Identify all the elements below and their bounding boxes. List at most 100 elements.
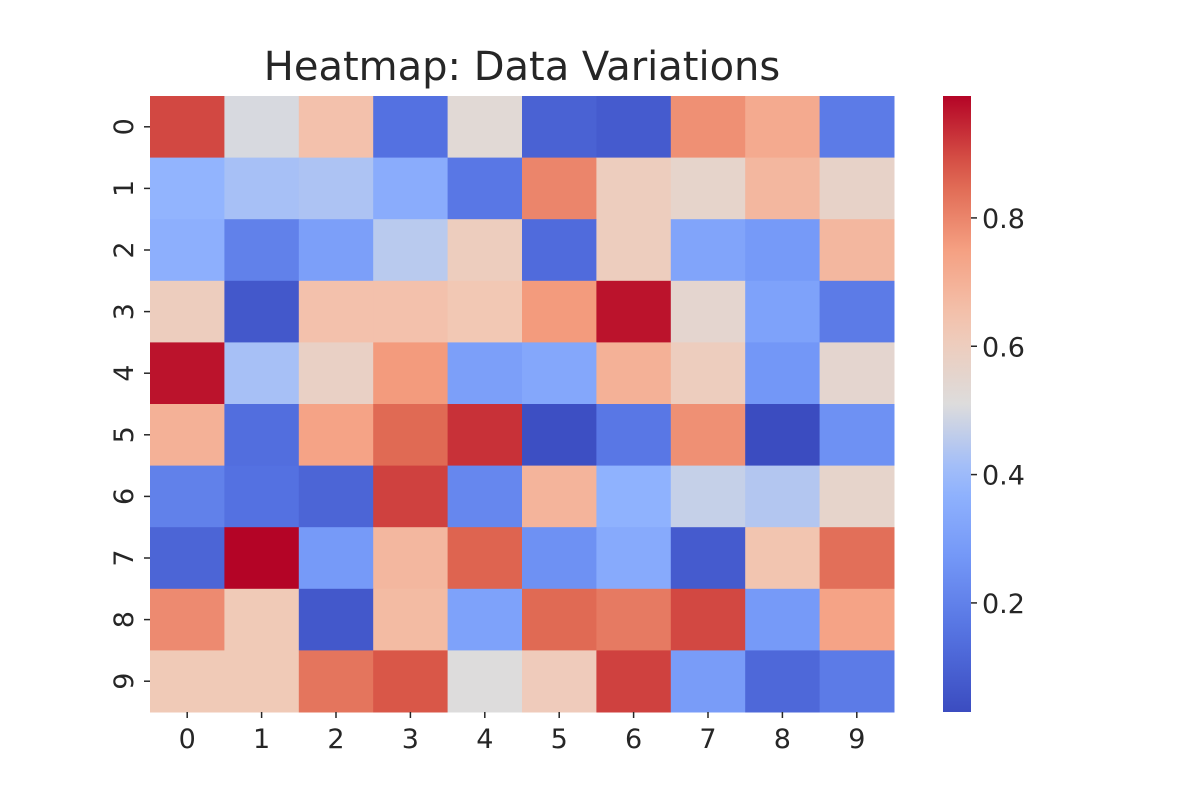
heatmap-cell [522,588,597,651]
heatmap-cell [522,219,597,282]
heatmap-cell [670,527,746,590]
heatmap-cell [670,96,746,159]
colorbar-tick-label: 0.4 [982,461,1025,492]
heatmap-cell [224,280,300,343]
heatmap-cell [298,465,374,528]
heatmap-cell [224,157,300,220]
heatmap-cell [298,527,374,590]
heatmap-cell [373,404,449,467]
x-tick-label: 0 [179,724,196,755]
heatmap-cell [373,157,449,220]
heatmap-cell [224,465,300,528]
heatmap-cell [745,588,821,651]
heatmap-cell [373,527,449,590]
heatmap-cell [670,465,746,528]
heatmap-cell [224,404,300,467]
heatmap-cell [596,96,672,159]
heatmap-cell [745,342,821,405]
x-tick-label: 1 [253,724,270,755]
heatmap-cell [745,157,821,220]
heatmap-cell [522,342,597,405]
heatmap-cell [819,527,895,590]
heatmap-cell [150,219,225,282]
heatmap-cell [298,96,374,159]
heatmap-cell [670,157,746,220]
heatmap-cell [150,527,225,590]
heatmap-cell [670,342,746,405]
heatmap-cell [745,527,821,590]
y-tick-label: 5 [109,426,140,443]
heatmap-cell [819,342,895,405]
heatmap-cell [224,527,300,590]
heatmap-cell [447,219,523,282]
y-tick-label: 6 [109,488,140,505]
heatmap-cell [373,219,449,282]
heatmap-cell [522,527,597,590]
y-tick-label: 4 [109,365,140,382]
heatmap-cell [745,219,821,282]
heatmap-cell [819,219,895,282]
heatmap-cell [819,157,895,220]
x-tick-label: 4 [476,724,493,755]
y-tick-label: 8 [109,611,140,628]
colorbar [943,96,971,712]
heatmap-cell [522,404,597,467]
x-tick-label: 8 [774,724,791,755]
heatmap-cell [150,650,225,713]
y-tick-label: 3 [109,303,140,320]
heatmap-cell [596,650,672,713]
heatmap-cell [522,157,597,220]
heatmap-cell [670,404,746,467]
heatmap-cell [447,96,523,159]
heatmap-cell [596,342,672,405]
x-tick-label: 9 [848,724,865,755]
heatmap-cell [522,650,597,713]
colorbar-tick-label: 0.8 [982,204,1025,235]
colorbar-tick-label: 0.6 [982,332,1025,363]
heatmap-cell [298,157,374,220]
heatmap-cell [596,465,672,528]
heatmap-cell [596,404,672,467]
heatmap-cell [298,342,374,405]
heatmap-cell [150,280,225,343]
heatmap-cell [819,588,895,651]
heatmap-cell [596,280,672,343]
x-tick-label: 7 [699,724,716,755]
x-tick-label: 3 [402,724,419,755]
heatmap-cell [298,219,374,282]
y-tick-label: 1 [109,180,140,197]
heatmap-cell [745,280,821,343]
heatmap-cell [670,650,746,713]
heatmap-cell [224,342,300,405]
heatmap-cell [522,280,597,343]
heatmap-cell [745,650,821,713]
heatmap-cell [373,96,449,159]
heatmap-cell [150,588,225,651]
chart-title: Heatmap: Data Variations [264,44,780,90]
heatmap-cell [596,527,672,590]
heatmap-cell [819,650,895,713]
y-tick-label: 2 [109,241,140,258]
heatmap-cell [670,219,746,282]
heatmap-cell [373,465,449,528]
y-tick-label: 0 [109,118,140,135]
heatmap-cell [522,96,597,159]
heatmap-cell [298,280,374,343]
x-tick-label: 2 [327,724,344,755]
heatmap-cell [522,465,597,528]
heatmap-cell [447,157,523,220]
heatmap-cell [745,404,821,467]
heatmap-cell [224,96,300,159]
heatmap-cell [224,588,300,651]
heatmap-cell [596,219,672,282]
heatmap-cell [819,96,895,159]
y-tick-label: 9 [109,673,140,690]
heatmap-cell [596,157,672,220]
y-tick-label: 7 [109,549,140,566]
heatmap-cell [298,404,374,467]
heatmap-cell [150,342,225,405]
heatmap-cell [447,342,523,405]
heatmap-cell [745,96,821,159]
heatmap-cell [819,465,895,528]
heatmap-cell [670,588,746,651]
